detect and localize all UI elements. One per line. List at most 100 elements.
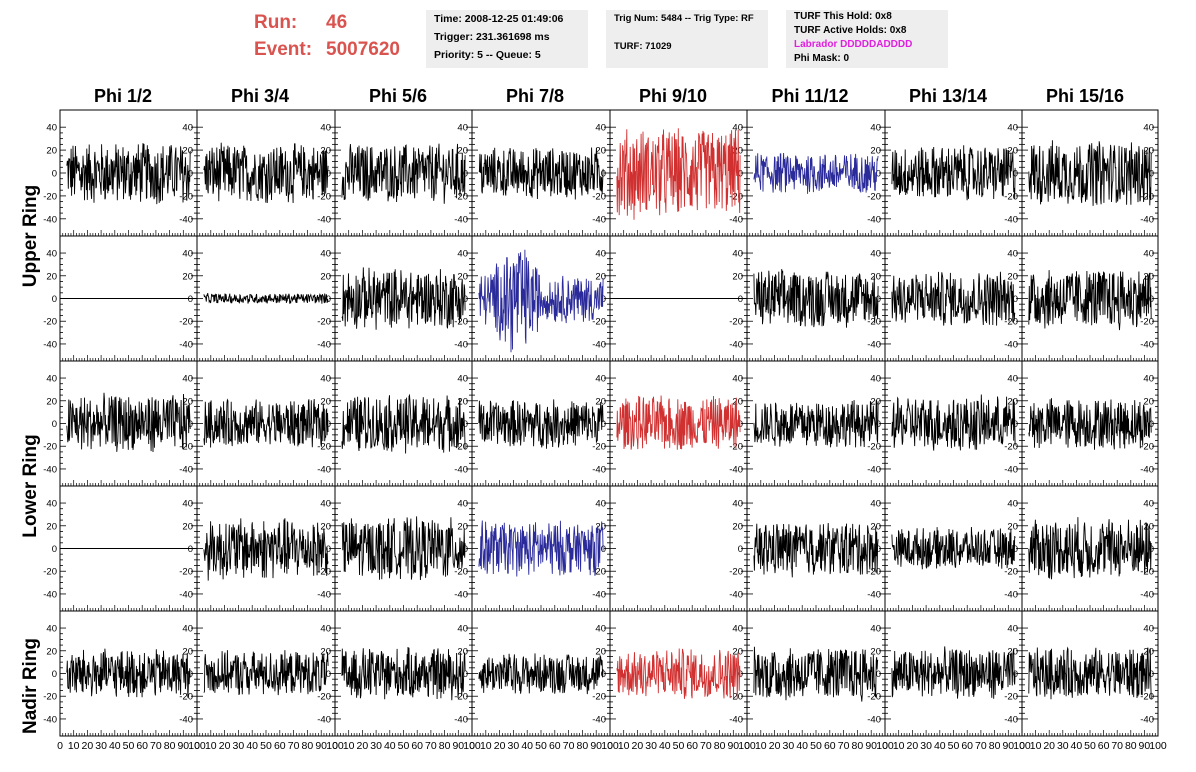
y-tick-label: 40 bbox=[1007, 499, 1018, 510]
column-header-phi-11-12: Phi 11/12 bbox=[771, 86, 849, 106]
y-tick-label: 40 bbox=[732, 374, 743, 385]
x-tick-label: 50 bbox=[1084, 740, 1096, 752]
x-tick-label: 0 bbox=[469, 740, 475, 752]
x-tick-label: 90 bbox=[177, 740, 189, 752]
time-text: Time: 2008-12-25 01:49:06 bbox=[434, 13, 564, 25]
y-tick-label: -40 bbox=[867, 589, 881, 600]
x-tick-label: 30 bbox=[645, 740, 657, 752]
y-tick-label: 0 bbox=[876, 669, 881, 680]
y-tick-label: 40 bbox=[870, 499, 881, 510]
y-tick-label: -20 bbox=[317, 317, 331, 328]
y-tick-label: 0 bbox=[326, 169, 331, 180]
x-tick-label: 80 bbox=[1125, 740, 1137, 752]
y-tick-label: -40 bbox=[43, 339, 57, 350]
waveform-line bbox=[203, 142, 329, 204]
phi-mask-text: Phi Mask: 0 bbox=[794, 53, 850, 64]
waveform-line bbox=[1028, 140, 1152, 206]
y-tick-label: 40 bbox=[1143, 249, 1154, 260]
x-tick-label: 80 bbox=[714, 740, 726, 752]
waveform-line bbox=[1028, 398, 1152, 450]
y-tick-label: -20 bbox=[43, 191, 57, 202]
x-tick-label: 10 bbox=[755, 740, 767, 752]
waveform-line bbox=[203, 398, 329, 448]
y-tick-label: 40 bbox=[46, 249, 57, 260]
x-tick-label: 50 bbox=[673, 740, 685, 752]
x-tick-label: 40 bbox=[521, 740, 533, 752]
column-header-phi-7-8: Phi 7/8 bbox=[505, 86, 565, 106]
x-tick-label: 70 bbox=[425, 740, 437, 752]
turf-this-hold-text: TURF This Hold: 0x8 bbox=[794, 11, 892, 22]
y-tick-label: -40 bbox=[1140, 589, 1154, 600]
y-tick-label: 20 bbox=[457, 646, 468, 657]
run-event-box: Run: 46 Event: 5007620 bbox=[248, 10, 418, 66]
labrador-text: Labrador DDDDDADDDD bbox=[794, 39, 913, 50]
y-tick-label: 40 bbox=[457, 249, 468, 260]
y-tick-label: 40 bbox=[595, 374, 606, 385]
y-tick-label: 40 bbox=[320, 123, 331, 134]
waveform-line bbox=[891, 271, 1016, 326]
x-tick-label: 20 bbox=[494, 740, 506, 752]
y-tick-label: 0 bbox=[1013, 419, 1018, 430]
y-tick-label: -40 bbox=[317, 589, 331, 600]
y-tick-label: 20 bbox=[732, 521, 743, 532]
y-tick-label: 40 bbox=[320, 624, 331, 635]
x-tick-label: 80 bbox=[164, 740, 176, 752]
x-tick-label: 0 bbox=[194, 740, 200, 752]
x-tick-label: 90 bbox=[727, 740, 739, 752]
y-tick-label: 20 bbox=[182, 396, 193, 407]
y-tick-label: -40 bbox=[454, 589, 468, 600]
x-tick-label: 0 bbox=[57, 740, 63, 752]
y-tick-label: 0 bbox=[1149, 669, 1154, 680]
y-tick-label: -20 bbox=[1140, 317, 1154, 328]
y-tick-label: -40 bbox=[1004, 714, 1018, 725]
y-tick-label: 20 bbox=[1143, 396, 1154, 407]
waveform-line bbox=[753, 269, 879, 328]
waveform-line bbox=[341, 143, 466, 204]
x-tick-label: 70 bbox=[975, 740, 987, 752]
y-tick-label: -20 bbox=[454, 567, 468, 578]
time-info-box: Time: 2008-12-25 01:49:06 Trigger: 231.3… bbox=[426, 10, 588, 68]
y-tick-label: 0 bbox=[188, 169, 193, 180]
trigger-text: Trigger: 231.361698 ms bbox=[434, 31, 550, 43]
y-tick-label: -40 bbox=[867, 464, 881, 475]
y-tick-label: 0 bbox=[738, 544, 743, 555]
y-tick-label: 20 bbox=[595, 521, 606, 532]
y-tick-label: 20 bbox=[182, 646, 193, 657]
x-tick-label: 40 bbox=[796, 740, 808, 752]
y-tick-label: -20 bbox=[1004, 567, 1018, 578]
x-tick-label: 100 bbox=[188, 740, 206, 752]
y-tick-label: -20 bbox=[1140, 692, 1154, 703]
y-tick-label: 40 bbox=[595, 123, 606, 134]
y-tick-label: 20 bbox=[595, 271, 606, 282]
x-tick-label: 0 bbox=[744, 740, 750, 752]
x-tick-label: 0 bbox=[607, 740, 613, 752]
y-tick-label: 40 bbox=[1143, 624, 1154, 635]
y-tick-label: 40 bbox=[1007, 249, 1018, 260]
y-tick-label: -40 bbox=[43, 214, 57, 225]
y-tick-label: 0 bbox=[52, 419, 57, 430]
waveform-line bbox=[616, 128, 741, 220]
waveform-line bbox=[341, 267, 466, 330]
x-tick-label: 70 bbox=[150, 740, 162, 752]
y-tick-label: -20 bbox=[729, 191, 743, 202]
y-tick-label: 20 bbox=[870, 646, 881, 657]
y-tick-label: -20 bbox=[1004, 191, 1018, 202]
x-tick-label: 10 bbox=[480, 740, 492, 752]
y-tick-label: 40 bbox=[182, 123, 193, 134]
x-tick-label: 80 bbox=[439, 740, 451, 752]
y-tick-label: 20 bbox=[182, 146, 193, 157]
y-tick-label: 20 bbox=[1007, 146, 1018, 157]
y-tick-label: -20 bbox=[867, 567, 881, 578]
y-tick-label: 0 bbox=[188, 294, 193, 305]
y-tick-label: 20 bbox=[1007, 521, 1018, 532]
y-tick-label: -20 bbox=[1004, 692, 1018, 703]
x-tick-label: 100 bbox=[326, 740, 344, 752]
waveform-line bbox=[891, 526, 1016, 570]
x-tick-label: 20 bbox=[907, 740, 919, 752]
y-tick-label: 40 bbox=[732, 624, 743, 635]
y-tick-label: 0 bbox=[876, 419, 881, 430]
x-tick-label: 10 bbox=[1030, 740, 1042, 752]
waveform-line bbox=[478, 249, 604, 353]
waveform-line bbox=[203, 650, 329, 696]
